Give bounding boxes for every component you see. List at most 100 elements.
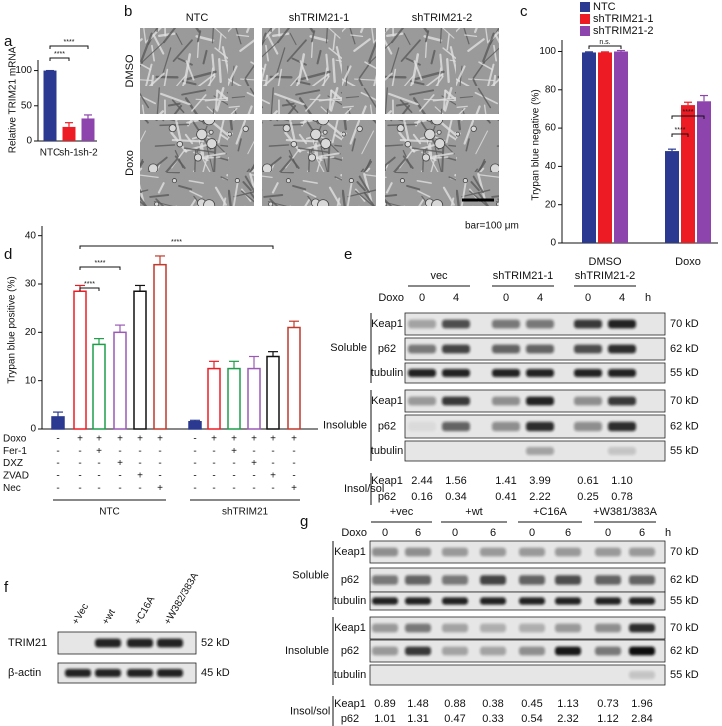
treatment-sign: - xyxy=(78,483,81,494)
treatment-sign: - xyxy=(118,483,121,494)
blot-band xyxy=(526,319,554,329)
error-bar xyxy=(229,360,239,369)
error-bar xyxy=(585,51,593,53)
blot-band xyxy=(608,369,636,377)
blot-band xyxy=(372,575,398,585)
blot-band xyxy=(405,547,431,557)
quant-row-label: p62 xyxy=(378,491,396,503)
panel-letter: c xyxy=(520,3,528,20)
blot-band xyxy=(519,597,545,605)
y-tick-label: 0 xyxy=(550,238,556,249)
scale-bar-label: bar=100 μm xyxy=(465,221,519,232)
quant-row-label: Keap1 xyxy=(334,698,366,710)
blot-band xyxy=(519,575,545,585)
size-label: 55 kD xyxy=(670,445,699,457)
treatment-sign: - xyxy=(193,458,196,469)
bar xyxy=(153,263,167,430)
treatment-sign: - xyxy=(138,458,141,469)
group-label: +wt xyxy=(465,506,482,518)
quant-value: 0.61 xyxy=(577,475,598,487)
treatment-sign: - xyxy=(193,483,196,494)
y-tick-label: 0 xyxy=(30,424,36,435)
blot-band xyxy=(442,344,470,354)
quant-value: 1.31 xyxy=(407,713,428,725)
row-label: Keap1 xyxy=(371,318,403,330)
bar xyxy=(598,52,612,243)
bar xyxy=(43,70,57,141)
bar xyxy=(266,355,280,430)
blot-band xyxy=(442,575,468,585)
y-axis-label: Relative TRIM21 mRNA xyxy=(8,46,19,153)
row-label: DMSO xyxy=(124,54,136,87)
significance-bracket xyxy=(79,245,274,249)
blot-band xyxy=(480,575,506,585)
row-label: β-actin xyxy=(8,667,41,679)
row-label: Doxo xyxy=(124,150,136,176)
legend-label: shTRIM21-2 xyxy=(593,25,654,37)
quant-value: 0.88 xyxy=(444,698,465,710)
blot-strip xyxy=(369,540,666,564)
significance-label: **** xyxy=(675,127,686,134)
error-bar xyxy=(135,284,145,292)
treatment-sign: - xyxy=(232,458,235,469)
treatment-label: DXZ xyxy=(3,458,23,469)
blot-band xyxy=(519,646,545,656)
bar xyxy=(207,367,221,430)
blot-band xyxy=(480,623,506,633)
lane-label: 0 xyxy=(529,527,535,539)
blot-band xyxy=(492,396,520,406)
blot-band xyxy=(442,396,470,406)
treatment-sign: + xyxy=(270,434,276,445)
treatment-sign: - xyxy=(56,446,59,457)
lane-label: +wt xyxy=(100,607,118,626)
blot-band xyxy=(408,319,436,329)
treatment-sign: - xyxy=(138,446,141,457)
treatment-sign: + xyxy=(157,434,163,445)
group-label: +vec xyxy=(390,506,414,518)
group-label: +W381/383A xyxy=(593,506,658,518)
row-label: p62 xyxy=(341,645,359,657)
lane-label: 4 xyxy=(453,292,459,304)
blot-band xyxy=(555,547,581,557)
fraction-label: Soluble xyxy=(330,342,367,354)
row-label: Keap1 xyxy=(334,622,366,634)
lane-label: 0 xyxy=(605,527,611,539)
quant-value: 1.56 xyxy=(445,475,466,487)
micrograph xyxy=(385,28,499,114)
blot-band xyxy=(574,421,602,432)
group-label: +C16A xyxy=(533,506,568,518)
blot-band xyxy=(157,669,183,677)
treatment-label: Doxo xyxy=(341,527,367,539)
row-label: tubulin xyxy=(371,367,403,379)
blot-band xyxy=(95,669,121,677)
blot-band xyxy=(405,575,431,585)
blot-band xyxy=(526,447,554,455)
error-bar xyxy=(209,360,219,369)
y-tick-label: 100 xyxy=(15,65,32,76)
bar xyxy=(227,367,241,430)
lane-label: 4 xyxy=(537,292,543,304)
micrograph xyxy=(262,28,376,114)
treatment-sign: - xyxy=(138,483,141,494)
bar xyxy=(681,105,695,243)
blot-band xyxy=(555,575,581,585)
panel-letter: d xyxy=(4,246,12,263)
y-tick-label: 50 xyxy=(21,100,33,111)
blot-band xyxy=(480,547,506,557)
significance-bracket xyxy=(49,45,89,49)
treatment-sign: - xyxy=(212,446,215,457)
treatment-sign: - xyxy=(158,446,161,457)
treatment-sign: - xyxy=(252,483,255,494)
time-unit: h xyxy=(645,292,651,304)
treatment-sign: - xyxy=(56,434,59,445)
size-label: 62 kD xyxy=(670,420,699,432)
error-bar xyxy=(65,122,73,127)
significance-label: **** xyxy=(683,109,694,116)
size-label: 55 kD xyxy=(670,595,699,607)
treatment-sign: - xyxy=(292,446,295,457)
row-label: Keap1 xyxy=(334,546,366,558)
blot-band xyxy=(555,623,581,633)
x-tick-label: Doxo xyxy=(675,256,701,268)
x-tick-label: sh-1 xyxy=(59,148,79,159)
group-label: NTC xyxy=(99,507,120,518)
